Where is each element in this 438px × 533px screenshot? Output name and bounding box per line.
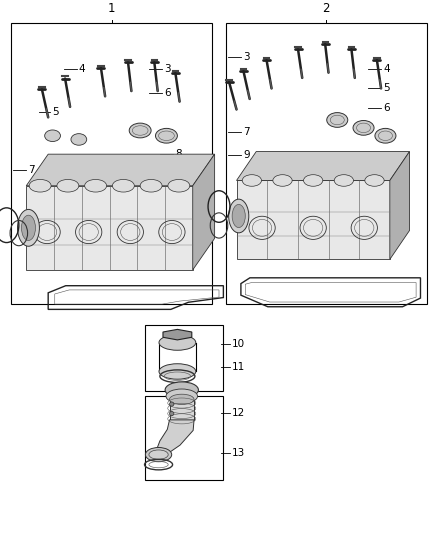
Ellipse shape: [159, 364, 196, 379]
Text: 12: 12: [232, 408, 245, 418]
Text: 7: 7: [28, 165, 35, 175]
Text: 6: 6: [164, 88, 171, 98]
Ellipse shape: [57, 180, 79, 192]
Text: 3: 3: [243, 52, 250, 62]
Ellipse shape: [85, 180, 106, 192]
Ellipse shape: [21, 215, 35, 240]
Text: 5: 5: [383, 83, 390, 93]
Text: 7: 7: [243, 127, 250, 137]
Text: 8: 8: [175, 149, 182, 159]
Text: 10: 10: [232, 338, 245, 349]
Ellipse shape: [170, 411, 174, 416]
Ellipse shape: [18, 209, 39, 246]
Ellipse shape: [166, 389, 198, 403]
Ellipse shape: [165, 382, 198, 398]
Ellipse shape: [353, 120, 374, 135]
Ellipse shape: [304, 175, 323, 186]
Ellipse shape: [113, 180, 134, 192]
Ellipse shape: [145, 448, 172, 462]
Polygon shape: [237, 151, 410, 181]
Ellipse shape: [140, 180, 162, 192]
Ellipse shape: [375, 128, 396, 143]
Ellipse shape: [168, 180, 190, 192]
Ellipse shape: [149, 450, 168, 459]
Ellipse shape: [327, 112, 348, 127]
Text: 3: 3: [164, 64, 171, 74]
Ellipse shape: [273, 175, 292, 186]
Polygon shape: [26, 185, 193, 270]
Polygon shape: [163, 329, 192, 340]
Text: 1: 1: [108, 2, 116, 15]
Text: 13: 13: [232, 448, 245, 458]
Ellipse shape: [170, 394, 194, 405]
Ellipse shape: [155, 128, 177, 143]
Text: 2: 2: [322, 2, 330, 15]
Ellipse shape: [365, 175, 384, 186]
Polygon shape: [237, 181, 390, 260]
Ellipse shape: [232, 205, 245, 228]
Polygon shape: [26, 154, 215, 185]
Ellipse shape: [159, 335, 196, 350]
Bar: [226, 22, 427, 304]
Bar: [145, 396, 223, 480]
Text: 5: 5: [53, 107, 59, 117]
Ellipse shape: [45, 130, 60, 142]
Text: 9: 9: [243, 150, 250, 160]
Polygon shape: [193, 154, 215, 270]
Ellipse shape: [129, 123, 151, 138]
Ellipse shape: [170, 402, 174, 406]
Ellipse shape: [242, 175, 261, 186]
Ellipse shape: [334, 175, 353, 186]
Polygon shape: [390, 151, 410, 260]
Text: 4: 4: [383, 64, 390, 74]
Ellipse shape: [229, 199, 249, 233]
Ellipse shape: [71, 134, 87, 145]
Polygon shape: [155, 420, 194, 458]
Text: 11: 11: [232, 362, 245, 372]
Ellipse shape: [29, 180, 51, 192]
Bar: [145, 325, 223, 391]
Text: 4: 4: [79, 64, 85, 74]
Bar: [11, 22, 212, 304]
Polygon shape: [170, 396, 194, 420]
Text: 6: 6: [383, 103, 390, 113]
